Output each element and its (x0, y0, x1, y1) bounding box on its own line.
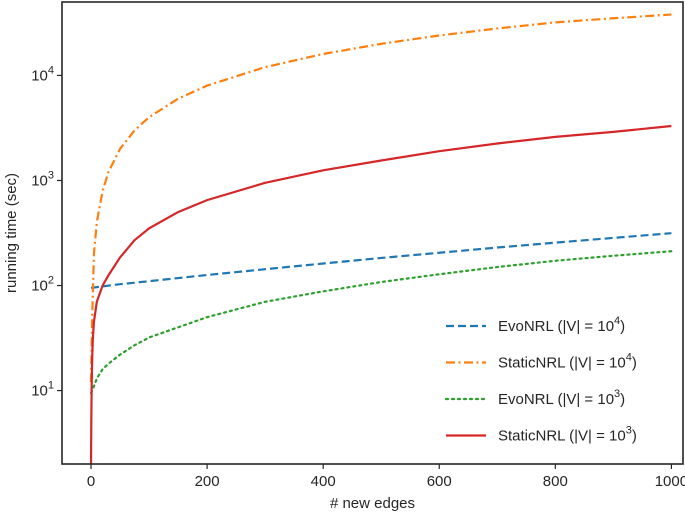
legend-label-1: StaticNRL (|V| = 104) (498, 352, 637, 372)
x-tick-label-0: 0 (87, 473, 95, 490)
legend-label-2: EvoNRL (|V| = 103) (498, 388, 625, 408)
plot-frame (61, 1, 684, 465)
y-axis-ticks: 101 102 103 104 (31, 64, 62, 400)
x-tick-label-3: 600 (427, 473, 452, 490)
y-tick-label-1: 102 (31, 275, 54, 295)
x-axis-title: # new edges (330, 495, 415, 512)
x-axis-ticks: 0 200 400 600 800 1000 (87, 464, 685, 490)
y-tick-label-2: 103 (31, 169, 54, 189)
y-axis-title: running time (sec) (3, 173, 20, 293)
legend-label-3: StaticNRL (|V| = 103) (498, 425, 637, 445)
legend: EvoNRL (|V| = 104) StaticNRL (|V| = 104) E… (444, 315, 637, 445)
y-tick-label-3: 104 (31, 64, 54, 84)
y-tick-label-0: 101 (31, 380, 54, 400)
series-line-0 (90, 232, 672, 289)
series-line-3 (89, 124, 672, 465)
x-tick-label-2: 400 (311, 473, 336, 490)
legend-label-0: EvoNRL (|V| = 104) (498, 315, 625, 335)
x-tick-label-5: 1000 (655, 473, 685, 490)
x-tick-label-4: 800 (543, 473, 568, 490)
series-line-2 (89, 250, 673, 395)
series-line-1 (89, 13, 672, 383)
x-tick-label-1: 200 (195, 473, 220, 490)
series-layer (89, 13, 673, 465)
